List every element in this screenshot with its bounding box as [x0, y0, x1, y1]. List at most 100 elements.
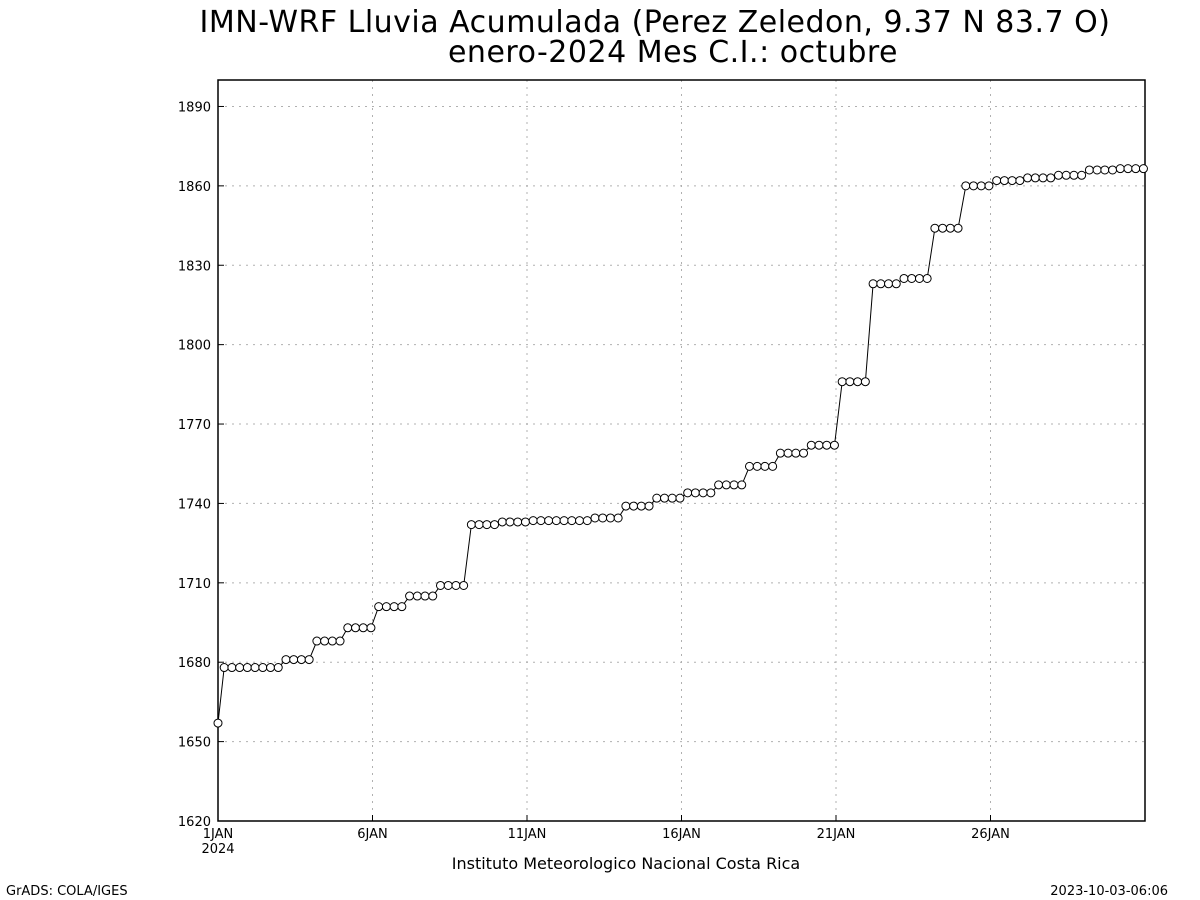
data-point [567, 516, 577, 526]
data-point [791, 448, 801, 458]
data-point [721, 480, 731, 490]
data-point [266, 663, 276, 673]
data-point [528, 516, 538, 526]
data-point [1069, 170, 1079, 180]
data-point [582, 516, 592, 526]
data-point [1138, 164, 1148, 174]
data-point [992, 176, 1002, 186]
data-point [358, 623, 368, 633]
data-point [829, 440, 839, 450]
data-point [443, 580, 453, 590]
data-point [1084, 165, 1094, 175]
data-point [907, 273, 917, 283]
data-point [513, 517, 523, 527]
series-line [217, 168, 1144, 724]
y-tick-label: 1830 [178, 259, 211, 274]
data-point [768, 461, 778, 471]
data-point [520, 517, 530, 527]
data-point [876, 279, 886, 289]
data-point [891, 279, 901, 289]
y-axis: 1620 1650 1680 1710 1740 1770 1800 1830 1860 1890 [178, 100, 224, 830]
data-point [1077, 170, 1087, 180]
data-point [845, 377, 855, 387]
data-point [381, 602, 391, 612]
data-point [899, 273, 909, 283]
data-point [652, 493, 662, 503]
data-point [474, 520, 484, 530]
data-point [706, 488, 716, 498]
data-point [598, 513, 608, 523]
data-point [806, 440, 816, 450]
data-point [953, 223, 963, 233]
plot-frame [217, 79, 1146, 822]
data-point [490, 520, 500, 530]
data-point [459, 580, 469, 590]
x-tick-sublabel: 2024 [201, 842, 234, 857]
data-point [667, 493, 677, 503]
data-point [250, 663, 260, 673]
data-point [799, 448, 809, 458]
data-point [1061, 170, 1071, 180]
data-point [714, 480, 724, 490]
data-point [744, 461, 754, 471]
y-tick-label: 1800 [178, 339, 211, 354]
data-point [660, 493, 670, 503]
data-point [760, 461, 770, 471]
chart-subtitle: enero-2024 Mes C.I.: octubre [448, 35, 898, 70]
data-point [505, 517, 515, 527]
data-point [814, 440, 824, 450]
y-tick-label: 1740 [178, 497, 211, 512]
data-point [575, 516, 585, 526]
data-point [644, 501, 654, 511]
data-point [1030, 173, 1040, 183]
footer-right: 2023-10-03-06:06 [1050, 884, 1168, 899]
data-point [397, 602, 407, 612]
data-point [1007, 176, 1017, 186]
data-point [868, 279, 878, 289]
data-point [536, 516, 546, 526]
data-point [420, 591, 430, 601]
data-point [312, 636, 322, 646]
data-point [853, 377, 863, 387]
grid-lines [218, 80, 1145, 821]
data-point [636, 501, 646, 511]
x-tick-label: 11JAN [508, 827, 547, 842]
data-point [737, 480, 747, 490]
data-point [235, 663, 245, 673]
data-point [219, 663, 229, 673]
data-point [1108, 165, 1118, 175]
data-point [374, 602, 384, 612]
data-point [837, 377, 847, 387]
data-point [304, 655, 314, 665]
data-point [590, 513, 600, 523]
data-point [544, 516, 554, 526]
data-point [1046, 173, 1056, 183]
data-point [497, 517, 507, 527]
data-point [242, 663, 252, 673]
data-point [428, 591, 438, 601]
data-point [1015, 176, 1025, 186]
data-point [273, 663, 283, 673]
data-point [961, 181, 971, 191]
data-point [335, 636, 345, 646]
data-point [1100, 165, 1110, 175]
data-point [775, 448, 785, 458]
x-tick-label: 21JAN [817, 827, 856, 842]
footer-left: GrADS: COLA/IGES [6, 884, 128, 899]
data-point [922, 273, 932, 283]
data-point [466, 520, 476, 530]
data-point [752, 461, 762, 471]
data-point [482, 520, 492, 530]
data-point [884, 279, 894, 289]
data-point [320, 636, 330, 646]
data-point [405, 591, 415, 601]
data-point [351, 623, 361, 633]
data-point [969, 181, 979, 191]
data-point [914, 273, 924, 283]
data-point [389, 602, 399, 612]
data-point [451, 580, 461, 590]
y-tick-label: 1770 [178, 418, 211, 433]
data-point [1023, 173, 1033, 183]
y-tick-label: 1620 [178, 815, 211, 830]
